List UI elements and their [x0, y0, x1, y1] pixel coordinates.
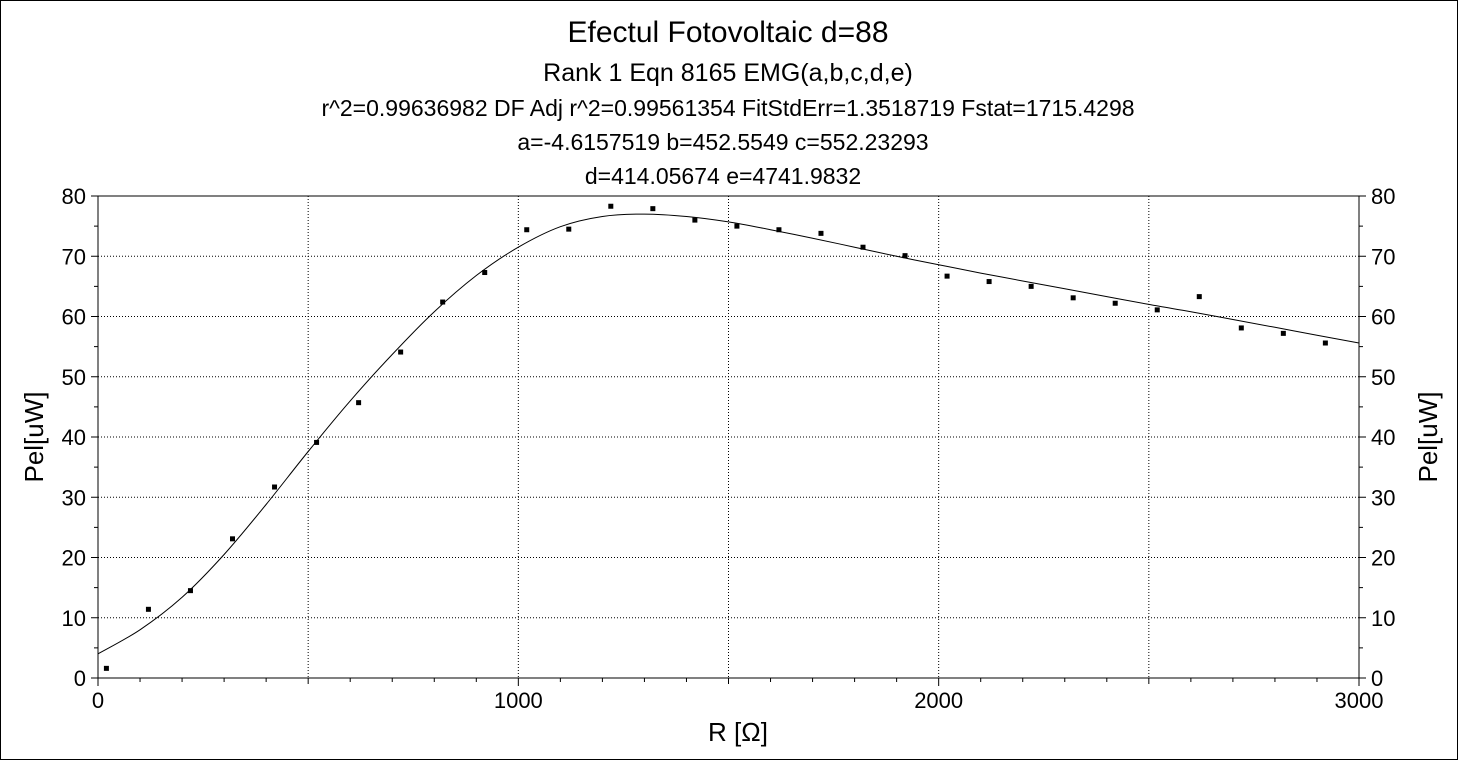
- fit-params-line-2: d=414.05674 e=4741.9832: [585, 163, 861, 189]
- data-point: [1112, 300, 1118, 306]
- fit-curve: [97, 213, 1360, 655]
- data-point: [650, 206, 656, 212]
- data-points-layer: [103, 203, 1328, 671]
- x-tick-label: 1000: [494, 688, 543, 713]
- data-point: [440, 299, 446, 305]
- data-point: [1322, 340, 1328, 346]
- y-axis-label-left: Pel[uW]: [19, 391, 49, 482]
- data-point: [860, 244, 866, 250]
- y-tick-label-right: 80: [1371, 184, 1395, 209]
- data-point: [356, 400, 362, 406]
- data-point: [692, 217, 698, 223]
- data-point: [1070, 295, 1076, 301]
- y-tick-label-left: 20: [62, 546, 86, 571]
- data-point: [944, 273, 950, 279]
- chart-subtitle: Rank 1 Eqn 8165 EMG(a,b,c,d,e): [543, 59, 913, 87]
- x-tick-label: 2000: [914, 688, 963, 713]
- data-point: [314, 439, 320, 445]
- y-tick-label-right: 70: [1371, 244, 1395, 269]
- x-tick-label: 0: [92, 688, 104, 713]
- y-tick-label-right: 30: [1371, 485, 1395, 510]
- x-tick-label: 3000: [1335, 688, 1384, 713]
- y-tick-label-left: 50: [62, 365, 86, 390]
- grid-lines: [98, 196, 1359, 678]
- data-point: [524, 227, 530, 233]
- data-point: [272, 484, 278, 490]
- x-axis-label: R [Ω]: [708, 717, 768, 747]
- data-point: [187, 588, 193, 594]
- y-tick-label-left: 10: [62, 606, 86, 631]
- chart-title: Efectul Fotovoltaic d=88: [567, 16, 888, 49]
- data-point: [230, 536, 236, 542]
- data-point: [1238, 325, 1244, 331]
- y-tick-label-right: 50: [1371, 365, 1395, 390]
- y-tick-label-right: 10: [1371, 606, 1395, 631]
- y-tick-label-left: 40: [62, 425, 86, 450]
- fit-params-line-1: a=-4.6157519 b=452.5549 c=552.23293: [517, 129, 928, 155]
- y-tick-label-right: 40: [1371, 425, 1395, 450]
- y-axis-label-right: Pel[uW]: [1413, 391, 1443, 482]
- data-point: [986, 279, 992, 285]
- data-point: [482, 270, 488, 276]
- y-tick-label-left: 60: [62, 305, 86, 330]
- y-tick-label-right: 60: [1371, 305, 1395, 330]
- fit-stats-line: r^2=0.99636982 DF Adj r^2=0.99561354 Fit…: [321, 95, 1134, 121]
- data-point: [566, 226, 572, 232]
- y-tick-label-left: 80: [62, 184, 86, 209]
- data-point: [103, 665, 109, 671]
- data-point: [734, 223, 740, 229]
- y-tick-label-right: 20: [1371, 546, 1395, 571]
- y-tick-label-left: 30: [62, 485, 86, 510]
- data-point: [902, 253, 908, 259]
- y-tick-label-left: 0: [74, 666, 86, 691]
- data-point: [145, 606, 151, 612]
- data-point: [776, 227, 782, 233]
- data-point: [818, 230, 824, 236]
- y-tick-label-left: 70: [62, 244, 86, 269]
- data-point: [1196, 294, 1202, 300]
- data-point: [398, 349, 404, 355]
- data-point: [1028, 283, 1034, 289]
- data-point: [1280, 330, 1286, 336]
- data-point: [608, 203, 614, 209]
- data-point: [1154, 307, 1160, 313]
- y-tick-label-right: 0: [1371, 666, 1383, 691]
- fit-curve-layer: [97, 213, 1360, 655]
